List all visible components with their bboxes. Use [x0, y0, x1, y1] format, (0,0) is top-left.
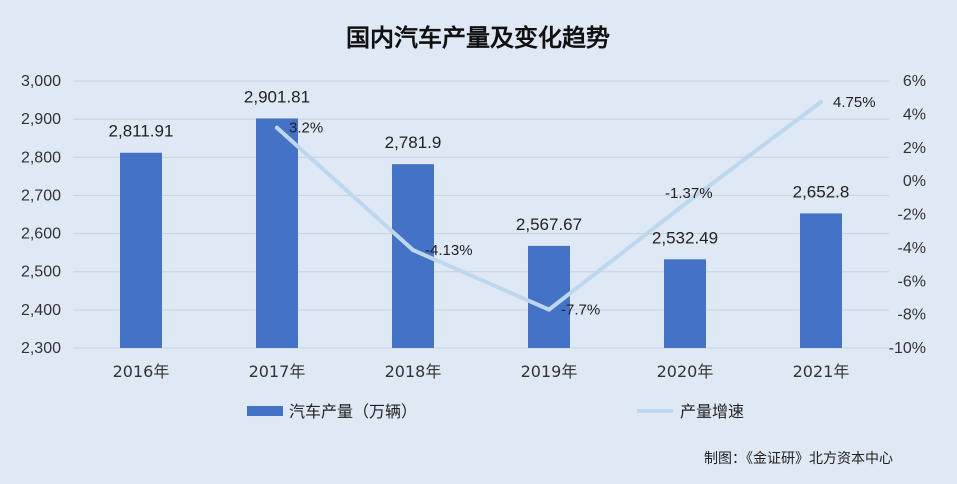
gridlines [73, 80, 889, 349]
left-tick-label: 2,600 [21, 226, 61, 243]
right-tick-label: -6% [898, 273, 926, 290]
legend: 汽车产量（万辆） 产量增速 [247, 402, 744, 421]
left-y-axis: 3,000 2,900 2,800 2,700 2,600 2,500 2,400 2,300 [21, 73, 61, 357]
chart-title: 国内汽车产量及变化趋势 [346, 24, 610, 52]
left-tick-label: 2,400 [21, 302, 61, 319]
bar-data-label: 2,811.91 [109, 122, 174, 141]
line-data-labels: 3.2% -4.13% -7.7% -1.37% 4.75% [289, 94, 876, 319]
line-data-label: -1.37% [665, 185, 713, 202]
bar [664, 259, 706, 348]
right-tick-label: 4% [903, 106, 926, 123]
right-tick-label: 6% [903, 73, 926, 90]
line-data-label: 3.2% [289, 120, 323, 137]
x-tick-label: 2021年 [793, 362, 850, 381]
right-tick-label: -2% [898, 207, 926, 224]
bar [120, 152, 162, 348]
bar-series [120, 118, 842, 348]
source-note: 制图：《金证研》北方资本中心 [704, 451, 893, 467]
bar [256, 118, 298, 348]
right-tick-label: 0% [903, 173, 926, 190]
right-y-axis: 6% 4% 2% 0% -2% -4% -6% -8% -10% [889, 73, 926, 357]
legend-swatch-bar [247, 406, 283, 416]
x-tick-label: 2018年 [385, 362, 442, 381]
line-point [411, 248, 415, 253]
x-tick-label: 2020年 [657, 362, 714, 381]
right-tick-label: -10% [889, 340, 926, 357]
line-series [275, 99, 823, 312]
x-tick-label: 2019年 [521, 362, 578, 381]
bar-data-label: 2,652.8 [793, 182, 850, 201]
left-tick-label: 2,700 [21, 187, 61, 204]
bar-data-labels: 2,811.91 2,901.81 2,781.9 2,567.67 2,532.49 2… [109, 87, 850, 247]
bar [800, 213, 842, 348]
line-point [275, 125, 279, 130]
right-tick-label: -8% [898, 307, 926, 324]
x-axis: 2016年 2017年 2018年 2019年 2020年 2021年 [113, 362, 850, 381]
line-data-label: -4.13% [425, 242, 473, 259]
left-tick-label: 2,300 [21, 340, 61, 357]
line-data-label: -7.7% [561, 302, 600, 319]
left-tick-label: 2,800 [21, 149, 61, 166]
right-tick-label: 2% [903, 140, 926, 157]
bar-data-label: 2,781.9 [385, 133, 442, 152]
line-point [683, 201, 687, 206]
x-tick-label: 2017年 [249, 362, 306, 381]
line-point [819, 99, 823, 104]
bar-data-label: 2,532.49 [652, 228, 718, 247]
left-tick-label: 2,900 [21, 111, 61, 128]
bar-data-label: 2,567.67 [516, 215, 582, 234]
legend-label-bar: 汽车产量（万辆） [289, 402, 417, 421]
bar-data-label: 2,901.81 [244, 87, 310, 106]
line-data-label: 4.75% [833, 94, 876, 111]
legend-label-line: 产量增速 [680, 402, 744, 421]
x-tick-label: 2016年 [113, 362, 170, 381]
right-tick-label: -4% [898, 240, 926, 257]
line-point [547, 307, 551, 312]
left-tick-label: 3,000 [21, 73, 61, 90]
left-tick-label: 2,500 [21, 264, 61, 281]
